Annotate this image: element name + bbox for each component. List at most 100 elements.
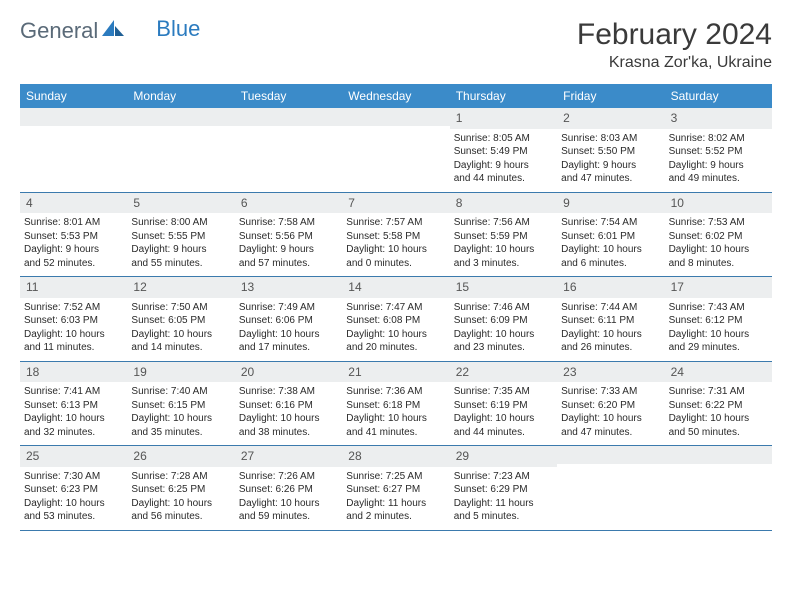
day-detail-line: Daylight: 10 hours <box>454 412 553 426</box>
day-number-row: 18 <box>20 362 127 383</box>
day-cell: 11Sunrise: 7:52 AMSunset: 6:03 PMDayligh… <box>20 277 127 361</box>
day-number-row: 28 <box>342 446 449 467</box>
day-detail-line: and 26 minutes. <box>561 341 660 355</box>
location-label: Krasna Zor'ka, Ukraine <box>577 54 772 72</box>
day-detail-line: Sunset: 6:06 PM <box>239 314 338 328</box>
day-detail-line: Sunrise: 7:33 AM <box>561 385 660 399</box>
day-number: 7 <box>348 196 355 210</box>
weekday-header: Friday <box>557 84 664 108</box>
day-detail-line: Sunrise: 7:40 AM <box>131 385 230 399</box>
day-detail-line: Sunset: 6:16 PM <box>239 399 338 413</box>
day-number: 12 <box>133 280 146 294</box>
day-cell: 16Sunrise: 7:44 AMSunset: 6:11 PMDayligh… <box>557 277 664 361</box>
day-detail-line: Sunrise: 7:25 AM <box>346 470 445 484</box>
day-number-row: 15 <box>450 277 557 298</box>
day-cell: 4Sunrise: 8:01 AMSunset: 5:53 PMDaylight… <box>20 193 127 277</box>
day-number-row: 2 <box>557 108 664 129</box>
day-detail-line: Sunrise: 7:30 AM <box>24 470 123 484</box>
day-number: 29 <box>456 449 469 463</box>
weekday-header: Tuesday <box>235 84 342 108</box>
day-cell: 3Sunrise: 8:02 AMSunset: 5:52 PMDaylight… <box>665 108 772 192</box>
day-cell <box>127 108 234 192</box>
title-block: February 2024 Krasna Zor'ka, Ukraine <box>577 18 772 72</box>
day-number-row: 14 <box>342 277 449 298</box>
weekday-header-row: Sunday Monday Tuesday Wednesday Thursday… <box>20 84 772 108</box>
day-detail-line: and 44 minutes. <box>454 172 553 186</box>
day-number: 18 <box>26 365 39 379</box>
day-detail-line: and 38 minutes. <box>239 426 338 440</box>
day-detail-line: and 49 minutes. <box>669 172 768 186</box>
weeks-container: 1Sunrise: 8:05 AMSunset: 5:49 PMDaylight… <box>20 108 772 531</box>
day-detail-line: and 55 minutes. <box>131 257 230 271</box>
day-detail-line: Sunset: 6:29 PM <box>454 483 553 497</box>
empty-day-header <box>127 108 234 126</box>
day-detail-line: Sunset: 5:52 PM <box>669 145 768 159</box>
day-detail-line: Sunset: 5:53 PM <box>24 230 123 244</box>
weekday-header: Saturday <box>665 84 772 108</box>
day-detail-line: Sunset: 6:23 PM <box>24 483 123 497</box>
day-detail-line: Sunrise: 7:56 AM <box>454 216 553 230</box>
day-detail-line: Sunrise: 7:47 AM <box>346 301 445 315</box>
day-detail-line: Sunrise: 8:03 AM <box>561 132 660 146</box>
day-detail-line: Daylight: 10 hours <box>24 497 123 511</box>
day-detail-line: Daylight: 10 hours <box>346 243 445 257</box>
day-cell: 5Sunrise: 8:00 AMSunset: 5:55 PMDaylight… <box>127 193 234 277</box>
day-number-row: 22 <box>450 362 557 383</box>
day-number: 26 <box>133 449 146 463</box>
day-detail-line: and 44 minutes. <box>454 426 553 440</box>
day-number: 13 <box>241 280 254 294</box>
day-number-row: 29 <box>450 446 557 467</box>
empty-day-header <box>20 108 127 126</box>
day-cell: 7Sunrise: 7:57 AMSunset: 5:58 PMDaylight… <box>342 193 449 277</box>
day-number-row: 25 <box>20 446 127 467</box>
day-detail-line: Sunrise: 8:01 AM <box>24 216 123 230</box>
day-detail-line: Daylight: 10 hours <box>561 328 660 342</box>
day-detail-line: Daylight: 10 hours <box>669 328 768 342</box>
day-number: 20 <box>241 365 254 379</box>
day-detail-line: and 0 minutes. <box>346 257 445 271</box>
week-row: 11Sunrise: 7:52 AMSunset: 6:03 PMDayligh… <box>20 277 772 362</box>
day-detail-line: and 17 minutes. <box>239 341 338 355</box>
day-detail-line: Sunset: 6:27 PM <box>346 483 445 497</box>
day-cell: 24Sunrise: 7:31 AMSunset: 6:22 PMDayligh… <box>665 362 772 446</box>
day-cell: 22Sunrise: 7:35 AMSunset: 6:19 PMDayligh… <box>450 362 557 446</box>
day-detail-line: and 47 minutes. <box>561 172 660 186</box>
day-number: 15 <box>456 280 469 294</box>
day-cell <box>665 446 772 530</box>
day-detail-line: Daylight: 10 hours <box>131 412 230 426</box>
day-detail-line: Daylight: 11 hours <box>454 497 553 511</box>
day-number: 1 <box>456 111 463 125</box>
day-cell: 8Sunrise: 7:56 AMSunset: 5:59 PMDaylight… <box>450 193 557 277</box>
day-detail-line: Daylight: 10 hours <box>454 328 553 342</box>
day-detail-line: and 32 minutes. <box>24 426 123 440</box>
day-cell: 21Sunrise: 7:36 AMSunset: 6:18 PMDayligh… <box>342 362 449 446</box>
day-cell: 1Sunrise: 8:05 AMSunset: 5:49 PMDaylight… <box>450 108 557 192</box>
day-cell: 18Sunrise: 7:41 AMSunset: 6:13 PMDayligh… <box>20 362 127 446</box>
day-detail-line: Sunrise: 7:36 AM <box>346 385 445 399</box>
day-detail-line: Daylight: 9 hours <box>561 159 660 173</box>
day-detail-line: Sunset: 6:25 PM <box>131 483 230 497</box>
day-number-row: 24 <box>665 362 772 383</box>
day-number-row: 13 <box>235 277 342 298</box>
day-detail-line: and 57 minutes. <box>239 257 338 271</box>
day-detail-line: and 5 minutes. <box>454 510 553 524</box>
day-cell: 13Sunrise: 7:49 AMSunset: 6:06 PMDayligh… <box>235 277 342 361</box>
day-number: 28 <box>348 449 361 463</box>
week-row: 4Sunrise: 8:01 AMSunset: 5:53 PMDaylight… <box>20 193 772 278</box>
day-detail-line: Sunrise: 8:02 AM <box>669 132 768 146</box>
day-detail-line: Sunset: 5:56 PM <box>239 230 338 244</box>
day-detail-line: Daylight: 10 hours <box>239 497 338 511</box>
day-cell: 25 Sunrise: 7:30 AMSunset: 6:23 PMDayligh… <box>20 446 127 530</box>
day-detail-line: and 6 minutes. <box>561 257 660 271</box>
day-detail-line: Sunset: 6:09 PM <box>454 314 553 328</box>
day-detail-line: Sunrise: 7:43 AM <box>669 301 768 315</box>
day-detail-line: Daylight: 10 hours <box>454 243 553 257</box>
day-number: 22 <box>456 365 469 379</box>
day-number: 19 <box>133 365 146 379</box>
day-cell: 23Sunrise: 7:33 AMSunset: 6:20 PMDayligh… <box>557 362 664 446</box>
day-detail-line: Sunset: 6:01 PM <box>561 230 660 244</box>
day-detail-line: Sunset: 6:22 PM <box>669 399 768 413</box>
day-detail-line: Sunrise: 7:41 AM <box>24 385 123 399</box>
day-number-row: 23 <box>557 362 664 383</box>
day-detail-line: and 52 minutes. <box>24 257 123 271</box>
